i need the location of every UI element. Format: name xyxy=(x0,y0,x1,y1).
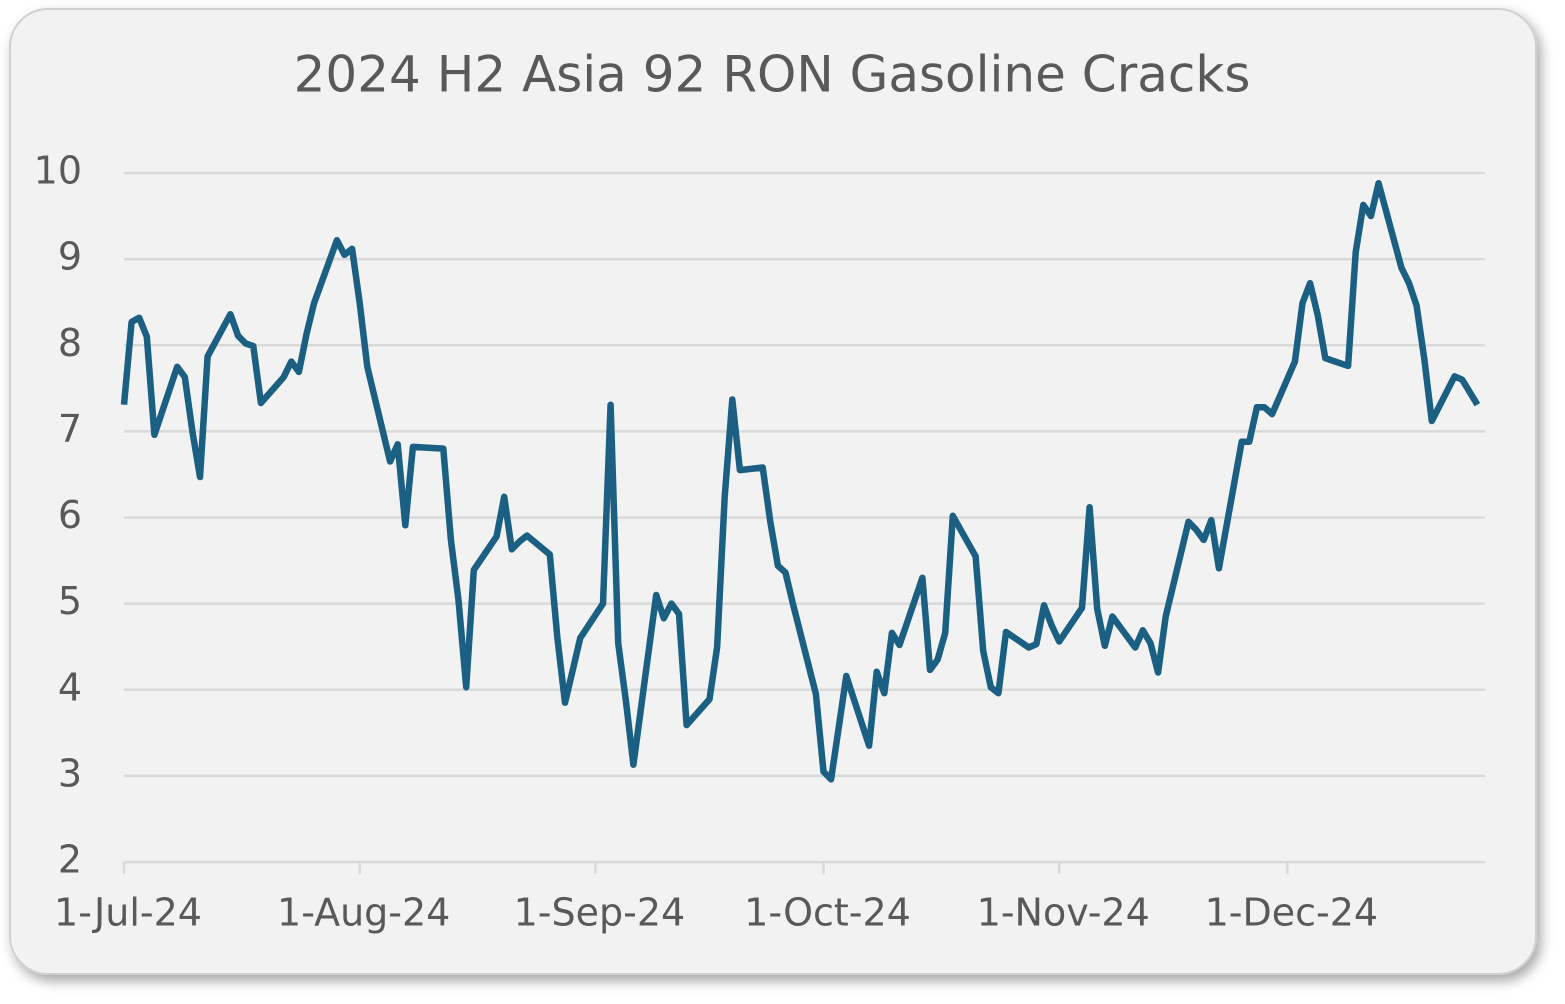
y-tick-label: 9 xyxy=(58,235,82,279)
x-tick-label: 1-Sep-24 xyxy=(514,891,686,935)
card xyxy=(9,8,1537,975)
x-tick-label: 1-Oct-24 xyxy=(744,891,911,935)
x-tick-label: 1-Dec-24 xyxy=(1205,891,1379,935)
y-tick-label: 5 xyxy=(58,579,82,623)
x-tick-label: 1-Nov-24 xyxy=(977,891,1150,935)
y-tick-label: 3 xyxy=(58,751,82,795)
x-tick-label: 1-Jul-24 xyxy=(54,891,202,935)
x-tick-label: 1-Aug-24 xyxy=(277,891,450,935)
y-tick-label: 6 xyxy=(58,493,82,537)
y-tick-label: 7 xyxy=(58,407,82,451)
y-tick-label: 10 xyxy=(34,149,82,193)
chart-title: 2024 H2 Asia 92 RON Gasoline Cracks xyxy=(294,46,1251,104)
y-tick-label: 2 xyxy=(58,838,82,882)
y-tick-label: 8 xyxy=(58,321,82,365)
y-tick-label: 4 xyxy=(58,665,82,709)
line-series xyxy=(120,180,1481,783)
